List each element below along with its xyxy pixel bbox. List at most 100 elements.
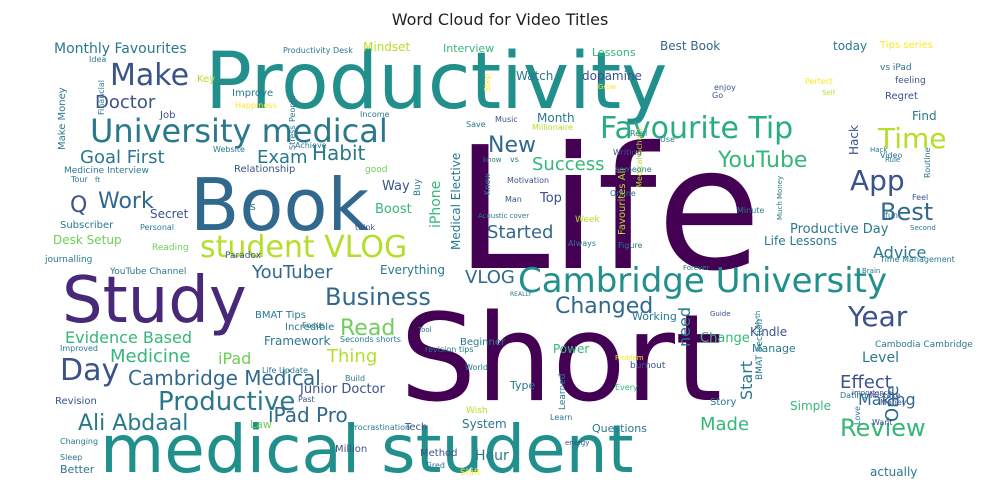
word-hack: Hack xyxy=(870,146,888,154)
word-effect: Effect xyxy=(840,372,892,393)
word-idea: Idea xyxy=(89,55,106,64)
word-focus: Focus xyxy=(302,321,325,330)
word-junior-doctor: Junior Doctor xyxy=(299,382,386,397)
word-productive-day: Productive Day xyxy=(790,222,889,237)
word-key: Key xyxy=(197,74,215,85)
word-way: Way xyxy=(382,179,410,194)
word-changed: Changed xyxy=(555,294,653,319)
word-time: Time xyxy=(877,122,947,155)
word-life-lessons: Life Lessons xyxy=(764,234,837,248)
word-past: Past xyxy=(298,395,315,404)
chart-title: Word Cloud for Video Titles xyxy=(391,10,609,29)
word-millionaire: Millionaire xyxy=(532,123,573,132)
word-book: Book xyxy=(190,163,369,247)
word-someone: someone xyxy=(615,165,652,174)
word-month: Month xyxy=(537,111,575,125)
word-happiness: Happiness xyxy=(235,101,277,110)
word-better: Better xyxy=(60,463,95,476)
word-cambridge-university: Cambridge University xyxy=(518,261,887,301)
word-minute: Minute xyxy=(737,206,764,215)
word-need: need xyxy=(675,307,694,347)
word-changing: Changing xyxy=(60,437,98,446)
word-beginner: Beginner xyxy=(460,337,506,348)
word-shift: Shift xyxy=(460,468,481,478)
word-regret: Regret xyxy=(885,91,918,102)
word-love: Love xyxy=(853,406,862,425)
word-secret: Secret xyxy=(150,207,189,221)
word-self: Self xyxy=(822,89,836,97)
word-medicine: Medicine xyxy=(110,346,190,367)
word-use: Use xyxy=(660,135,675,144)
word-short: Short xyxy=(400,290,722,429)
word-feel: Feel xyxy=(912,193,928,202)
word-guide: Guide xyxy=(710,310,731,318)
word-people: People xyxy=(288,95,297,122)
word-mindset: Mindset xyxy=(363,40,411,54)
word-doctor: Doctor xyxy=(95,92,156,113)
word-find: Find xyxy=(912,109,937,123)
word-importance: importance xyxy=(852,389,892,397)
word-interview: Interview xyxy=(443,42,494,55)
word-life-update: Life Update xyxy=(262,366,308,375)
word-work: Work xyxy=(98,189,154,214)
word-manage: Manage xyxy=(752,342,796,355)
word-want: Want xyxy=(872,418,893,427)
word-year: Year xyxy=(847,300,908,333)
word-ipad: iPad xyxy=(218,349,251,368)
word-story: Story xyxy=(710,397,736,408)
word-learn: Learn xyxy=(550,413,572,422)
word-make: Make xyxy=(110,58,189,93)
word-change: Change xyxy=(700,331,750,346)
word-bmat-tips: BMAT Tips xyxy=(255,310,306,321)
word-habit: Habit xyxy=(312,141,366,165)
word-go: Go xyxy=(712,91,723,100)
word-reading: Reading xyxy=(152,243,189,253)
word-favourites-ali: Favourites Ali xyxy=(617,168,628,235)
word-dating: Dating xyxy=(840,391,867,400)
word-motivation: Motivation xyxy=(507,176,549,185)
word-week: Week xyxy=(575,215,600,225)
word-improved: Improved xyxy=(60,344,98,353)
word-really: REALLY xyxy=(510,291,532,298)
word-tips-series: Tips series xyxy=(879,40,933,51)
word-procrastination: Procrastination xyxy=(350,423,410,432)
word-best-book: Best Book xyxy=(660,39,720,53)
word-learned: Learned xyxy=(558,374,568,410)
word-know: know xyxy=(483,156,502,164)
word-favourite-tip: Favourite Tip xyxy=(600,111,793,146)
word-job: Job xyxy=(159,110,175,121)
word-one: One xyxy=(882,385,903,422)
word-improve: Improve xyxy=(232,88,273,99)
word-start: Start xyxy=(737,361,756,400)
word-working: Working xyxy=(632,310,677,323)
word-always: Always xyxy=(568,239,596,248)
word-vs: vs xyxy=(510,155,519,164)
word-medical-student: medical student xyxy=(100,411,633,488)
word-watch: Watch xyxy=(516,69,553,83)
word-think: think xyxy=(355,223,376,232)
word-acoustic-cover: Acoustic cover xyxy=(478,212,529,220)
word-rule: Rule xyxy=(885,156,900,164)
word-time-management: Time Management xyxy=(879,255,955,264)
word-every: Every xyxy=(615,383,638,392)
word-exam: Exam xyxy=(257,147,308,168)
word-incredible: Incredible xyxy=(285,322,334,333)
word-read: Read xyxy=(340,316,395,341)
word-online: Online xyxy=(610,189,636,198)
word-feeling: feeling xyxy=(895,76,926,86)
word-method: Method xyxy=(420,448,458,459)
word-figure: Figure xyxy=(618,241,643,250)
word-subscriber: Subscriber xyxy=(60,220,114,231)
word-questions: Questions xyxy=(592,422,647,435)
word-ft: ft xyxy=(95,176,100,184)
word-productive: Productive xyxy=(158,387,295,417)
word-relationship: Relationship xyxy=(234,164,295,175)
word-started: Started xyxy=(487,222,553,243)
word-making: Making xyxy=(858,390,916,409)
word-goal-first: Goal First xyxy=(80,147,165,168)
word-seconds-shorts: Seconds shorts xyxy=(340,335,401,344)
word-productivity-desk: Productivity Desk xyxy=(283,46,353,55)
word-stress: Stress xyxy=(288,125,297,150)
word-vs-ipad: vs iPad xyxy=(880,63,912,73)
